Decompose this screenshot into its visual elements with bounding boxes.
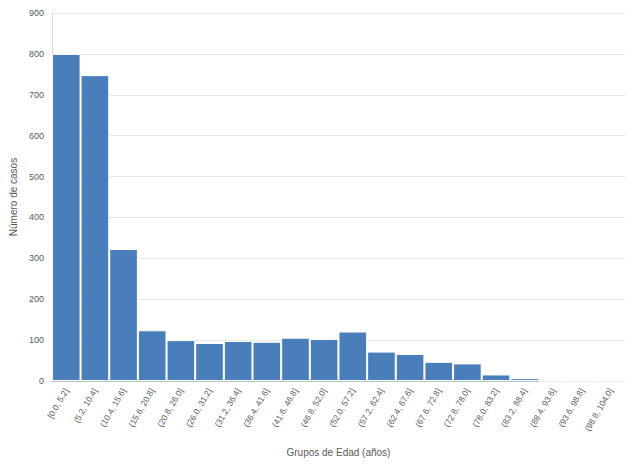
svg-text:(52.0, 57.2]: (52.0, 57.2] — [327, 386, 357, 428]
svg-text:(62.4, 67.6]: (62.4, 67.6] — [384, 386, 414, 428]
svg-text:(72.8, 78.0]: (72.8, 78.0] — [442, 386, 472, 428]
svg-text:600: 600 — [29, 131, 44, 141]
svg-text:(26.0, 31.2]: (26.0, 31.2] — [184, 386, 214, 428]
svg-text:(36.4, 41.6]: (36.4, 41.6] — [241, 386, 271, 428]
svg-text:(67.6, 72.8]: (67.6, 72.8] — [413, 386, 443, 428]
svg-text:(98.8, 104.0]: (98.8, 104.0] — [583, 386, 615, 432]
svg-text:(46.8, 52.0]: (46.8, 52.0] — [298, 386, 328, 428]
svg-text:(15.6, 20.8]: (15.6, 20.8] — [126, 386, 156, 428]
svg-text:0: 0 — [39, 376, 44, 386]
svg-text:(31.2, 36.4]: (31.2, 36.4] — [212, 386, 242, 428]
svg-text:100: 100 — [29, 335, 44, 345]
svg-text:Número de casos: Número de casos — [8, 158, 19, 236]
svg-text:(83.2, 88.4]: (83.2, 88.4] — [499, 386, 529, 428]
svg-text:700: 700 — [29, 90, 44, 100]
svg-text:900: 900 — [29, 8, 44, 18]
svg-text:[0.0, 5.2]: [0.0, 5.2] — [45, 386, 70, 420]
svg-text:(20.8, 26.0]: (20.8, 26.0] — [155, 386, 185, 428]
svg-text:400: 400 — [29, 212, 44, 222]
svg-text:(78.0, 83.2]: (78.0, 83.2] — [470, 386, 500, 428]
svg-text:(41.6, 46.8]: (41.6, 46.8] — [270, 386, 300, 428]
svg-text:800: 800 — [29, 49, 44, 59]
svg-text:(5.2, 10.4]: (5.2, 10.4] — [71, 386, 99, 424]
svg-text:500: 500 — [29, 172, 44, 182]
svg-text:(93.6, 98.8]: (93.6, 98.8] — [556, 386, 586, 428]
svg-text:(88.4, 93.6]: (88.4, 93.6] — [528, 386, 558, 428]
svg-text:(10.4, 15.6]: (10.4, 15.6] — [98, 386, 128, 428]
svg-text:300: 300 — [29, 253, 44, 263]
svg-text:(57.2, 62.4]: (57.2, 62.4] — [356, 386, 386, 428]
svg-text:200: 200 — [29, 294, 44, 304]
svg-text:Grupos de Edad (años): Grupos de Edad (años) — [286, 447, 390, 458]
